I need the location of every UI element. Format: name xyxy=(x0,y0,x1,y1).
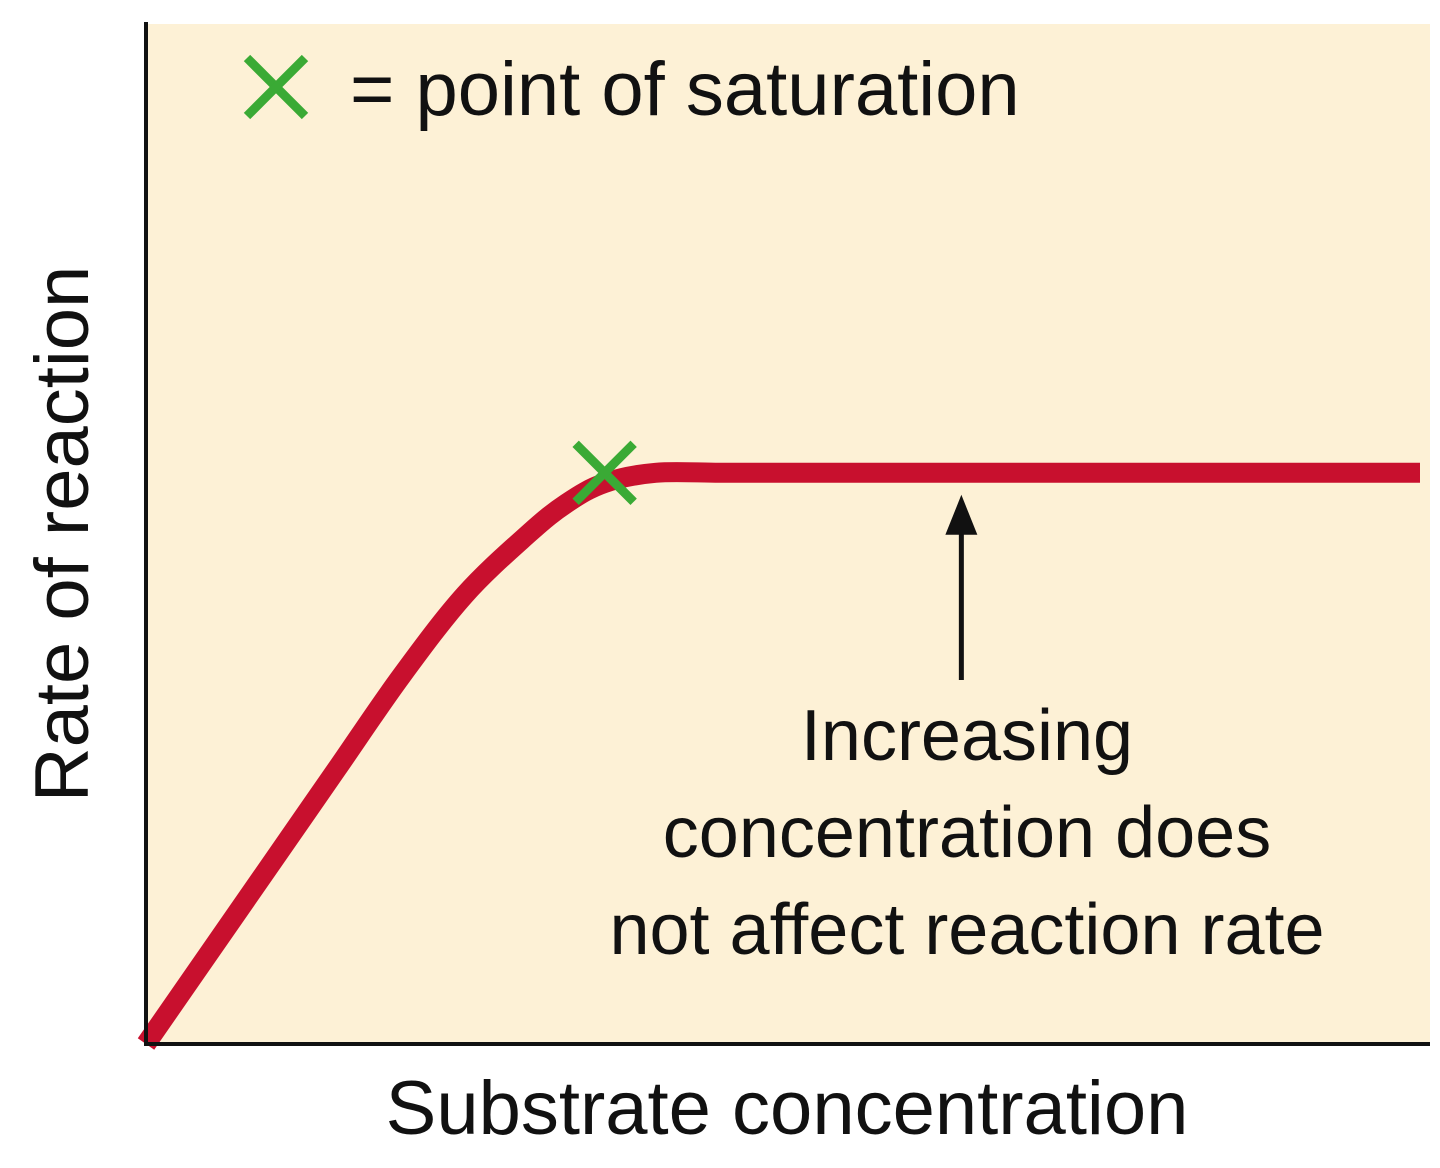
legend-text: = point of saturation xyxy=(350,47,1020,132)
plot-area xyxy=(146,24,1430,1044)
annotation-line-3: not affect reaction rate xyxy=(609,890,1324,970)
annotation-line-2: concentration does xyxy=(663,793,1271,873)
series-0-line xyxy=(137,462,1420,1050)
legend-x-marker-icon xyxy=(243,54,309,120)
saturation-point-marker xyxy=(572,440,637,505)
legend: = point of saturation xyxy=(243,47,1020,132)
x-axis-label: Substrate concentration xyxy=(386,1066,1189,1151)
legend-marker-x xyxy=(243,54,309,120)
annotation-line-1: Increasing xyxy=(801,696,1133,776)
y-axis-label: Rate of reaction xyxy=(20,266,105,803)
annotation: Increasing concentration does not affect… xyxy=(609,494,1325,970)
annotation-arrow-icon xyxy=(945,494,978,680)
